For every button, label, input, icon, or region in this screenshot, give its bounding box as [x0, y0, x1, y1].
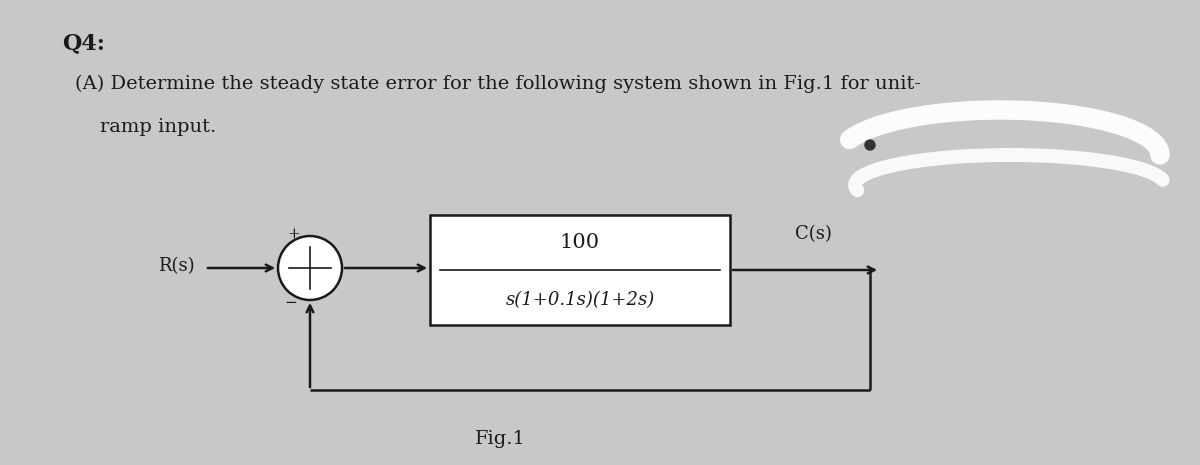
Text: +: +	[288, 227, 300, 241]
Text: Fig.1: Fig.1	[474, 430, 526, 448]
Text: −: −	[284, 296, 298, 310]
Text: C(s): C(s)	[796, 225, 832, 243]
Bar	[430, 215, 730, 325]
Circle shape	[865, 140, 875, 150]
Text: s(1+0.1s)(1+2s): s(1+0.1s)(1+2s)	[505, 291, 655, 309]
Text: Q4:: Q4:	[62, 32, 104, 54]
Text: R(s): R(s)	[158, 257, 194, 275]
Text: 100: 100	[560, 232, 600, 252]
Circle shape	[278, 236, 342, 300]
Text: ramp input.: ramp input.	[100, 118, 216, 136]
Text: (A) Determine the steady state error for the following system shown in Fig.1 for: (A) Determine the steady state error for…	[74, 75, 922, 93]
